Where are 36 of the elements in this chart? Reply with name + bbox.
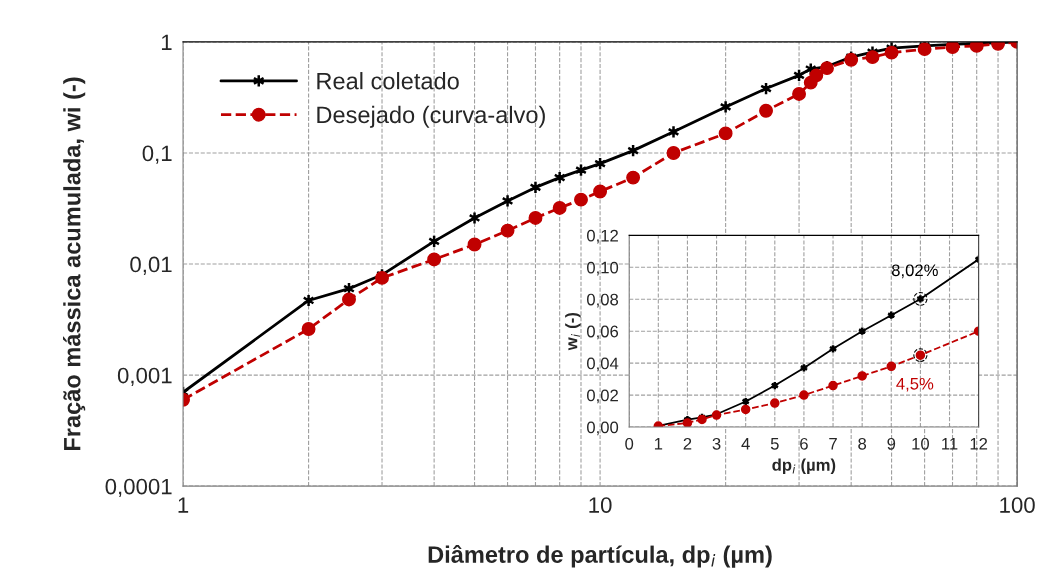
- annotation: 4,5%: [896, 377, 934, 392]
- x-tick-label: 11: [942, 438, 958, 450]
- y-tick-label: 0,00: [587, 421, 619, 436]
- y-tick-label: 0,12: [587, 229, 618, 244]
- y-tick-label: 0,1: [142, 145, 172, 164]
- x-tick-label: 1: [178, 497, 189, 513]
- x-tick-label: 8: [858, 437, 867, 450]
- x-tick-label: 2: [683, 437, 692, 450]
- x-tick-label: 5: [770, 438, 779, 450]
- y-axis-title: w$_{i}$ (-): [565, 313, 581, 351]
- x-tick-label: 100: [1000, 497, 1035, 513]
- x-tick-label: 10: [912, 437, 930, 450]
- annotation: 8,02%: [891, 264, 938, 279]
- x-tick-label: 3: [712, 437, 721, 450]
- x-tick-label: 6: [800, 437, 808, 450]
- y-tick-label: 0,0001: [105, 478, 172, 498]
- y-tick-label: 0,02: [587, 389, 618, 404]
- x-tick-label: 9: [887, 437, 896, 450]
- y-tick-label: 0,01: [130, 256, 172, 275]
- y-tick-label: 0,04: [587, 357, 619, 372]
- y-tick-label: 0,06: [587, 325, 619, 340]
- y-tick-label: 0,001: [117, 367, 172, 386]
- y-tick-label: 0,10: [587, 261, 619, 276]
- x-axis-title: Diâmetro de partícula, dp$_{i}$ (µm): [428, 545, 772, 568]
- legend-label: Real coletado: [317, 72, 459, 90]
- y-axis-title: Fração mássica acumulada, wi (-): [63, 77, 86, 451]
- y-tick-label: 0,08: [587, 293, 619, 308]
- x-tick-label: 7: [829, 438, 837, 450]
- x-tick-label: 12: [970, 437, 988, 450]
- x-tick-label: 10: [589, 497, 612, 513]
- x-tick-label: 1: [654, 438, 663, 450]
- y-tick-label: 1: [161, 34, 172, 50]
- x-tick-label: 4: [741, 438, 750, 450]
- x-axis-title: dp$_{i}$ (µm): [772, 458, 836, 475]
- x-tick-label: 0: [625, 437, 634, 450]
- legend-label: Desejado (curva-alvo): [317, 105, 545, 128]
